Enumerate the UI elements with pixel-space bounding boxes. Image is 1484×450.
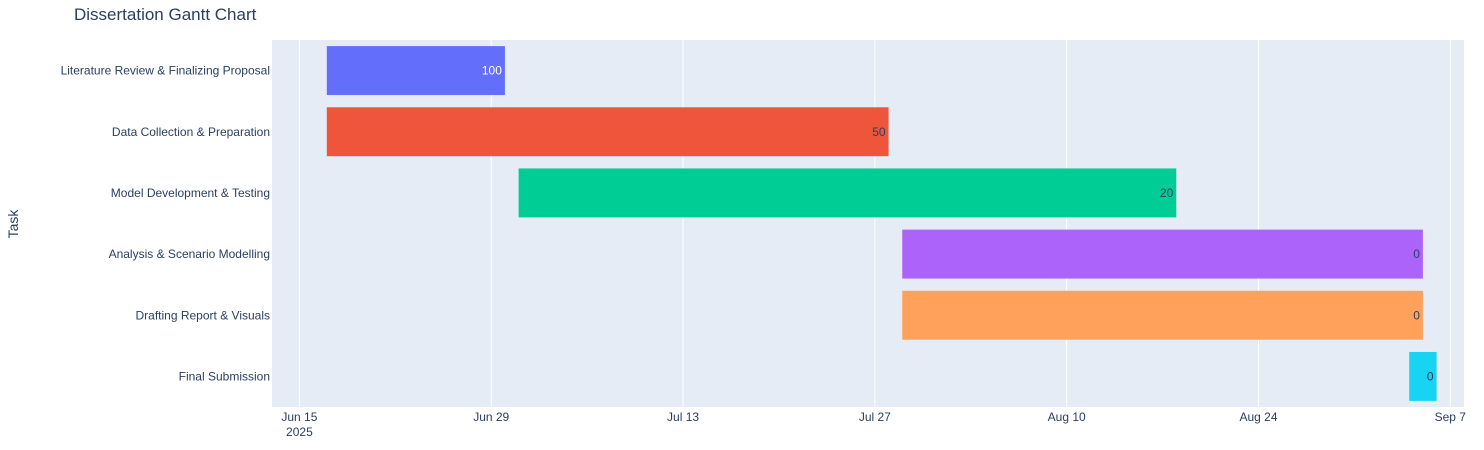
y-tick-label: Model Development & Testing [111,186,270,200]
y-tick-label: Literature Review & Finalizing Proposal [61,64,270,78]
gantt-bar [326,107,889,157]
y-tick-label: Analysis & Scenario Modelling [109,247,270,261]
x-tick-label: Jul 27 [859,410,891,424]
bar-data-label: 20 [1160,186,1174,200]
y-tick-label: Data Collection & Preparation [112,125,270,139]
x-tick-label: Jun 15 [281,410,317,424]
gantt-bar [518,168,1177,218]
bar-data-label: 0 [1413,247,1420,261]
gantt-bar [326,46,505,96]
bar-data-label: 100 [482,64,502,78]
x-tick-label: Aug 10 [1048,410,1086,424]
y-tick-label: Drafting Report & Visuals [135,308,270,322]
chart-title: Dissertation Gantt Chart [74,5,257,24]
gantt-bar [1409,351,1437,401]
x-tick-label: Jul 13 [667,410,699,424]
y-tick-label: Final Submission [179,369,270,383]
gantt-bar [902,290,1423,340]
gantt-bar [902,229,1423,279]
y-tick-labels: Literature Review & Finalizing Proposal D… [61,64,270,384]
bar-data-label: 0 [1427,369,1434,383]
bars: 100 50 20 0 0 0 [326,46,1437,401]
x-tick-label: Jun 29 [473,410,509,424]
x-tick-sublabel: 2025 [286,425,313,439]
gridlines [298,40,1451,407]
bar-data-label: 50 [872,125,886,139]
x-tick-label: Sep 7 [1435,410,1467,424]
bar-data-label: 0 [1413,308,1420,322]
y-axis-label: Task [5,209,21,239]
plot-area [272,40,1464,407]
x-tick-label: Aug 24 [1239,410,1277,424]
